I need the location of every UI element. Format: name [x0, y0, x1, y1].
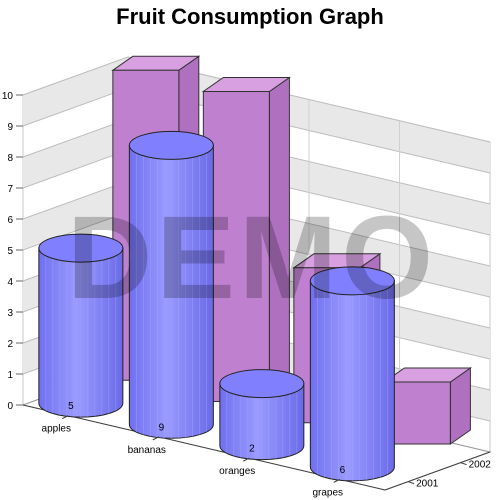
value-label-2001: 6 [340, 465, 346, 476]
y-tick-label: 0 [7, 401, 13, 412]
cylinder-top [219, 369, 305, 399]
x-tick-mark [152, 436, 159, 441]
chart-title: Fruit Consumption Graph [116, 4, 384, 29]
category-label: bananas [128, 445, 166, 456]
cylinder-top [38, 233, 124, 263]
category-label: grapes [312, 487, 343, 498]
cylinder-top [309, 266, 395, 296]
bar-2001-bananas: 9 [128, 130, 214, 439]
grid-line [22, 56, 491, 143]
depth-axis [384, 451, 491, 491]
depth-tick-mark [407, 481, 415, 485]
y-tick-label: 5 [7, 246, 13, 257]
y-tick-label: 1 [7, 370, 13, 381]
wall-band [23, 57, 128, 126]
bar-2002-grapes [383, 381, 451, 445]
y-axis-ticks: 0 1 2 3 4 5 6 7 8 9 10 [2, 91, 23, 412]
y-tick-label: 8 [7, 153, 13, 164]
category-label: apples [42, 424, 71, 435]
series-2001-bars: 5 9 2 6 [38, 130, 395, 482]
wall-band [23, 119, 128, 188]
bar-2001-oranges: 2 [219, 369, 305, 461]
x-tick-mark [62, 415, 69, 420]
wall-band [23, 181, 128, 250]
cylinder-top [128, 130, 214, 160]
y-tick-label: 4 [7, 277, 13, 288]
depth-tick-mark [460, 462, 467, 466]
series-label: 2001 [416, 479, 439, 490]
y-tick-label: 2 [7, 339, 13, 350]
x-tick-mark [243, 457, 250, 462]
y-tick-label: 3 [7, 308, 13, 319]
x-tick-mark [333, 478, 340, 483]
demo-watermark: DEMO [67, 192, 437, 324]
y-tick-label: 10 [2, 91, 14, 102]
bar-2001-grapes: 6 [309, 266, 395, 482]
value-label-2001: 2 [249, 444, 255, 455]
series-label: 2002 [469, 460, 492, 471]
category-label: oranges [219, 466, 255, 477]
axis-labels: apples bananas oranges grapes 2001 2002 [42, 415, 492, 498]
bar-2001-apples: 5 [38, 233, 124, 418]
y-tick-label: 6 [7, 215, 13, 226]
y-tick-label: 7 [7, 184, 13, 195]
value-label-2001: 5 [68, 401, 74, 412]
value-label-2001: 9 [159, 422, 165, 433]
y-tick-label: 9 [7, 122, 13, 133]
bar-2002-bananas [202, 91, 270, 403]
